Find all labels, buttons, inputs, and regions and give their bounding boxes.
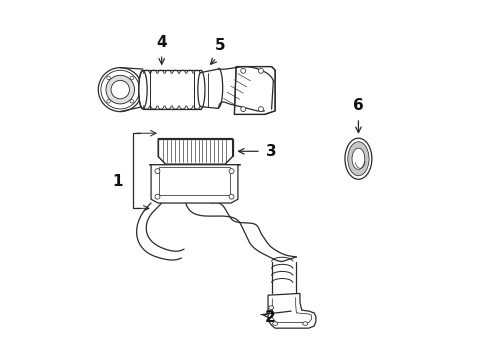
Text: 5: 5 [215,38,225,53]
Ellipse shape [258,68,264,73]
Polygon shape [234,67,275,114]
Ellipse shape [139,71,147,108]
Ellipse shape [272,322,278,325]
Text: 4: 4 [156,35,167,50]
Polygon shape [151,165,238,203]
Ellipse shape [98,68,142,112]
Ellipse shape [130,76,134,80]
Ellipse shape [269,306,274,309]
Ellipse shape [107,99,110,103]
Text: 1: 1 [112,174,122,189]
Text: 2: 2 [265,310,275,325]
Text: 3: 3 [266,144,277,159]
Ellipse shape [303,322,308,325]
Ellipse shape [352,148,365,169]
Polygon shape [158,139,233,164]
Text: 6: 6 [353,98,364,113]
Ellipse shape [241,107,245,112]
Ellipse shape [111,80,129,99]
Ellipse shape [345,138,372,179]
Ellipse shape [155,168,160,174]
Ellipse shape [106,75,135,104]
Ellipse shape [348,142,369,176]
Ellipse shape [229,194,234,199]
Ellipse shape [258,107,264,112]
Ellipse shape [229,168,234,174]
Polygon shape [268,293,316,328]
Ellipse shape [130,99,134,103]
Ellipse shape [241,68,245,73]
Ellipse shape [107,76,110,80]
Ellipse shape [155,194,160,199]
